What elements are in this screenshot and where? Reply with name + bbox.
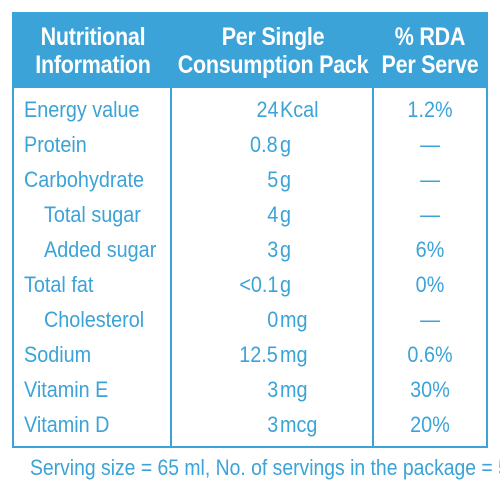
table-row: Energy value 24 Kcal 1.2% [14, 92, 486, 127]
nutrient-unit: mg [280, 307, 308, 332]
nutrient-name: Sodium [24, 342, 92, 367]
nutrient-amount: 4 [266, 202, 278, 227]
nutrient-rda: 6% [415, 237, 445, 262]
nutrient-amount: 12.5 [239, 342, 278, 367]
nutrient-amount: 3 [266, 412, 278, 437]
nutrient-unit: g [280, 237, 292, 262]
table-row: Protein 0.8 g — [14, 127, 486, 162]
table-row: Carbohydrate 5 g — [14, 162, 486, 197]
header-col1-line1: Nutritional [40, 23, 146, 51]
nutrient-name: Cholesterol [44, 307, 145, 332]
nutrient-name: Vitamin D [24, 412, 110, 437]
table-row: Total sugar 4 g — [14, 197, 486, 232]
nutrient-amount: 5 [266, 167, 278, 192]
table-row: Sodium 12.5 mg 0.6% [14, 337, 486, 372]
table-header: Nutritional Information Per Single Consu… [14, 14, 486, 88]
nutrient-amount: 0 [266, 307, 278, 332]
nutrient-amount: 3 [266, 237, 278, 262]
nutrient-name: Total sugar [44, 202, 141, 227]
nutrient-name: Energy value [24, 97, 140, 122]
nutrient-unit: mg [280, 342, 308, 367]
nutrient-rda: — [420, 307, 440, 332]
header-col1-line2: Information [35, 51, 151, 79]
header-col3-line1: % RDA [394, 23, 466, 51]
nutrient-unit: mg [280, 377, 308, 402]
header-rda-per-serve: % RDA Per Serve [381, 14, 479, 88]
nutrient-unit: mcg [280, 412, 318, 437]
header-col2-line2: Consumption Pack [177, 51, 369, 79]
nutrient-unit: g [280, 167, 292, 192]
header-nutritional-information: Nutritional Information [25, 14, 161, 88]
nutrient-unit: g [280, 272, 292, 297]
nutrient-amount: <0.1 [238, 272, 278, 297]
nutrient-rda: 0.6% [407, 342, 453, 367]
nutrient-rda: 1.2% [407, 97, 453, 122]
nutrient-amount: 0.8 [250, 132, 278, 157]
nutrient-rda: 20% [410, 412, 450, 437]
nutrient-unit: Kcal [280, 97, 319, 122]
nutrient-amount: 3 [266, 377, 278, 402]
nutrient-unit: g [280, 132, 292, 157]
nutrient-name: Total fat [24, 272, 94, 297]
table-row: Vitamin D 3 mcg 20% [14, 407, 486, 442]
nutrient-rda: 30% [410, 377, 450, 402]
column-divider [372, 88, 374, 446]
nutrient-name: Carbohydrate [24, 167, 144, 192]
serving-size-note: Serving size = 65 ml, No. of servings in… [30, 455, 500, 480]
nutrient-name: Vitamin E [24, 377, 109, 402]
header-col2-line1: Per Single [221, 23, 325, 51]
header-per-single-pack: Per Single Consumption Pack [178, 14, 369, 88]
nutrient-amount: 24 [255, 97, 278, 122]
table-row: Vitamin E 3 mg 30% [14, 372, 486, 407]
table-row: Added sugar 3 g 6% [14, 232, 486, 267]
table-row: Cholesterol 0 mg — [14, 302, 486, 337]
nutrient-name: Protein [24, 132, 87, 157]
nutrition-table: Nutritional Information Per Single Consu… [12, 12, 488, 448]
nutrient-rda: — [420, 202, 440, 227]
column-divider [170, 88, 172, 446]
nutrient-rda: — [420, 167, 440, 192]
nutrient-rda: — [420, 132, 440, 157]
nutrient-name: Added sugar [44, 237, 157, 262]
nutrient-unit: g [280, 202, 292, 227]
nutrient-rda: 0% [415, 272, 445, 297]
header-col3-line2: Per Serve [381, 51, 479, 79]
table-row: Total fat <0.1 g 0% [14, 267, 486, 302]
